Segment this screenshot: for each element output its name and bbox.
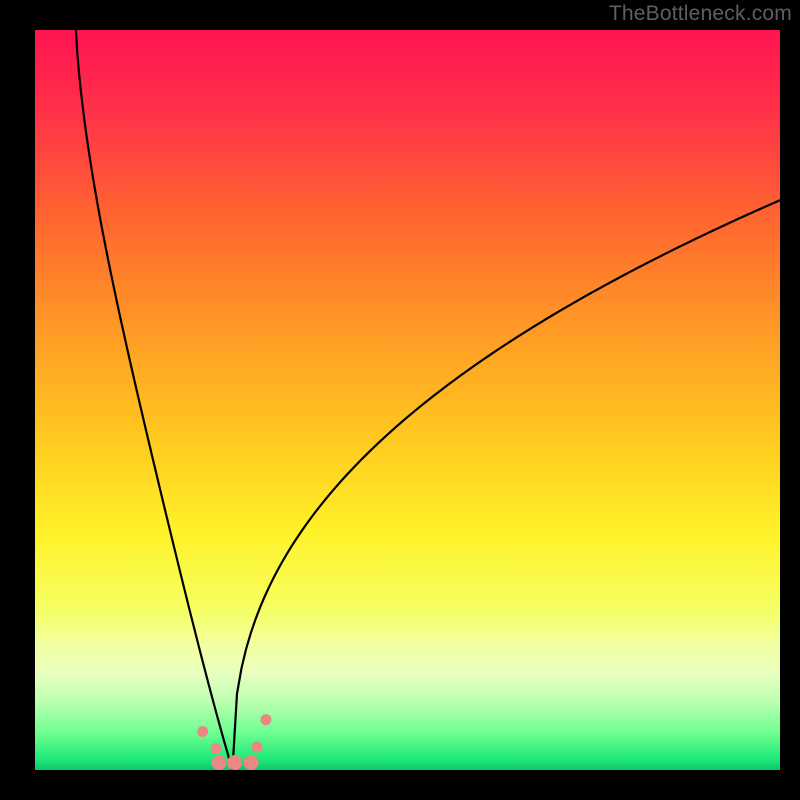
bottleneck-chart [0,0,800,800]
valley-marker [244,755,259,770]
valley-marker [260,714,271,725]
valley-marker [212,755,227,770]
watermark-text: TheBottleneck.com [609,2,792,26]
valley-marker [227,755,242,770]
valley-marker [211,743,222,754]
stage: TheBottleneck.com [0,0,800,800]
plot-area [35,30,780,770]
valley-marker [252,742,263,753]
valley-marker [197,726,208,737]
